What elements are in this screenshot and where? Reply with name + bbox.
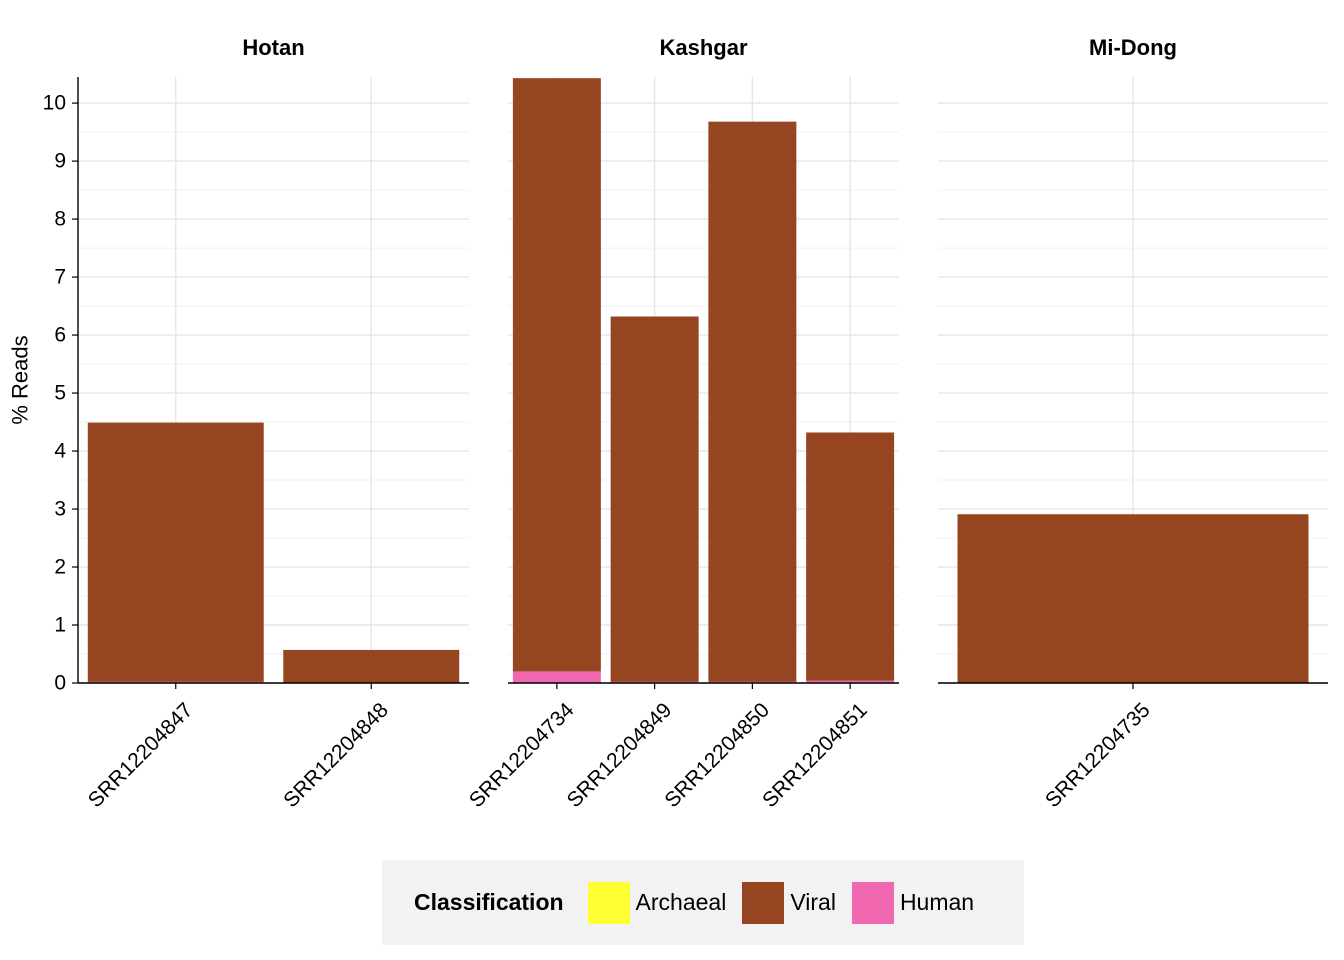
bar-viral-SRR12204848 <box>283 649 460 683</box>
x-tick-label: SRR12204734 <box>465 698 579 812</box>
bar-viral-SRR12204847 <box>87 422 264 682</box>
y-tick-label: 2 <box>54 556 66 579</box>
x-tick-label: SRR12204850 <box>660 698 774 812</box>
y-tick-label: 6 <box>54 324 66 347</box>
axis-layer <box>72 77 1328 689</box>
bar-human-SRR12204734 <box>512 671 601 683</box>
bar-viral-SRR12204851 <box>806 432 895 681</box>
facet-title: Hotan <box>242 35 304 60</box>
y-tick-label: 8 <box>54 208 66 231</box>
legend-label-viral: Viral <box>790 889 836 915</box>
bar-human-SRR12204851 <box>806 680 895 683</box>
legend-swatch-archaeal <box>587 881 630 924</box>
x-tick-label: SRR12204848 <box>279 698 393 812</box>
y-tick-label: 1 <box>54 614 66 637</box>
legend-title: Classification <box>414 889 564 915</box>
x-tick-label: SRR12204847 <box>84 698 198 812</box>
y-tick-label: 4 <box>54 440 66 463</box>
facet-title: Mi-Dong <box>1089 35 1177 60</box>
facet-title: Kashgar <box>659 35 747 60</box>
legend-swatch-viral <box>742 881 785 924</box>
bar-viral-SRR12204850 <box>708 121 797 682</box>
bar-viral-SRR12204849 <box>610 316 699 682</box>
legend-swatch-human <box>851 881 894 924</box>
x-tick-label: SRR12204849 <box>563 698 677 812</box>
y-tick-label: 7 <box>54 266 66 289</box>
bar-layer <box>87 78 1309 683</box>
y-axis-title: % Reads <box>8 335 33 424</box>
bar-viral-SRR12204734 <box>512 78 601 672</box>
legend-label-human: Human <box>899 889 975 915</box>
x-tick-label: SRR12204735 <box>1041 698 1155 812</box>
y-tick-label: 10 <box>43 92 66 115</box>
legend-item-human: Human <box>851 881 984 924</box>
y-tick-label: 0 <box>54 672 66 695</box>
legend-label-archaeal: Archaeal <box>635 889 727 915</box>
legend-item-viral: Viral <box>742 881 846 924</box>
bar-viral-SRR12204735 <box>957 514 1309 683</box>
y-tick-label: 9 <box>54 150 66 173</box>
legend-item-archaeal: Archaeal <box>587 881 737 924</box>
y-tick-label: 5 <box>54 382 66 405</box>
x-tick-label: SRR12204851 <box>758 698 872 812</box>
y-tick-label: 3 <box>54 498 66 521</box>
legend: Classification Archaeal Viral Human <box>382 860 1024 945</box>
